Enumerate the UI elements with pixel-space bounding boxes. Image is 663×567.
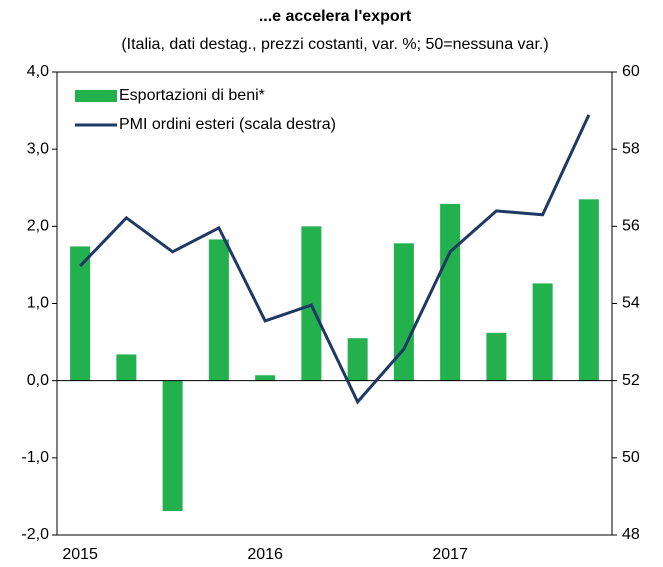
chart-title: ...e accelera l'export	[259, 8, 412, 25]
bar	[116, 354, 137, 381]
y-tick-label: -2,0	[21, 526, 49, 543]
bar	[162, 380, 183, 512]
y2-tick-label: 54	[622, 295, 640, 312]
x-tick-label: 2017	[432, 546, 468, 563]
y2-tick-label: 56	[622, 218, 640, 235]
y2-tick-label: 58	[622, 140, 640, 157]
y-tick-label: 2,0	[27, 218, 49, 235]
bar	[347, 338, 368, 381]
bar	[440, 203, 461, 381]
y2-tick-label: 50	[622, 449, 640, 466]
bar	[532, 283, 553, 381]
x-tick-label: 2016	[247, 546, 283, 563]
y2-tick-label: 60	[622, 63, 640, 80]
y-tick-label: 0,0	[27, 372, 49, 389]
y-tick-label: 1,0	[27, 295, 49, 312]
y2-tick-label: 48	[622, 526, 640, 543]
chart-subtitle: (Italia, dati destag., prezzi costanti, …	[121, 36, 548, 53]
bar	[486, 332, 507, 381]
x-tick-label: 2015	[62, 546, 98, 563]
y2-tick-label: 52	[622, 372, 640, 389]
bar	[208, 239, 229, 381]
bar	[255, 375, 276, 381]
y-tick-label: 3,0	[27, 140, 49, 157]
line	[79, 114, 591, 405]
y-tick-label: 4,0	[27, 63, 49, 80]
bar	[393, 243, 414, 381]
legend-swatch	[75, 90, 117, 102]
bar	[70, 246, 91, 381]
plot-frame	[56, 71, 613, 536]
legend-label: PMI ordini esteri (scala destra)	[119, 116, 336, 133]
bar	[578, 199, 599, 381]
legend-label: Esportazioni di beni*	[119, 87, 265, 104]
y-tick-label: -1,0	[21, 449, 49, 466]
